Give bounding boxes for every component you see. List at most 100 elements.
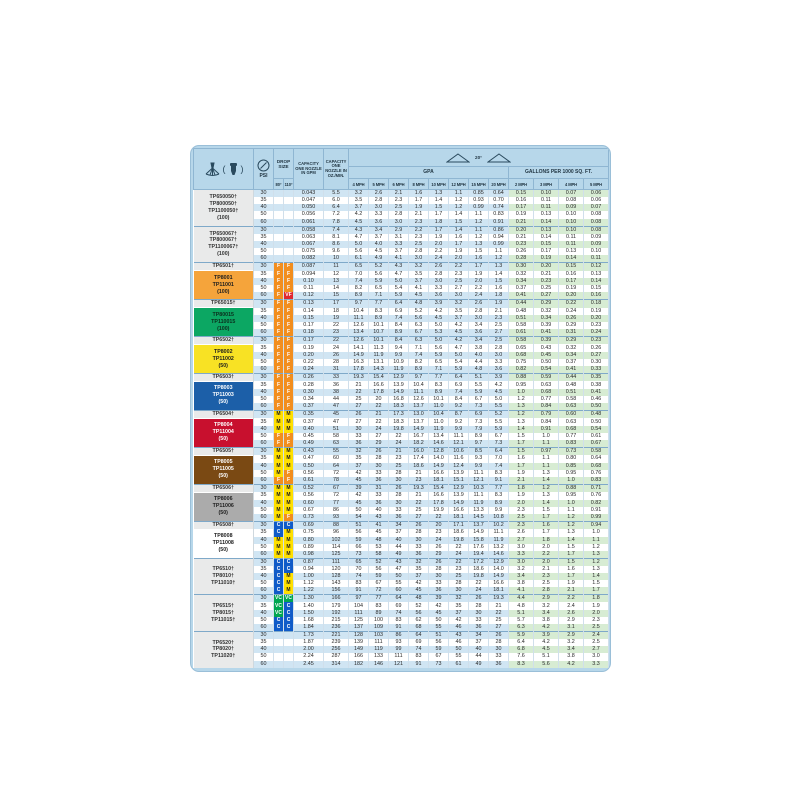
table-row: TP8004 TP11004 (50) 35 M M 0.37 47 27 22 18.3 13.7 1…: [193, 417, 610, 448]
nozzle-label-line: TP8002: [213, 348, 233, 355]
gallons-cell: 0.37: [508, 284, 534, 293]
nozzle-label: TP65015†: [193, 299, 254, 308]
gallons-cell: 4.2: [533, 639, 559, 647]
table-row: TP650050† TP800050† TP1100050† (100) 30 0.043…: [193, 189, 610, 227]
gpa-cell: 7.3: [468, 418, 489, 426]
nozzle-label-line: TP11003: [212, 392, 234, 399]
gpa-cell: 73: [428, 660, 449, 668]
gallons-cell: 0.84: [533, 418, 559, 426]
gpa-cell: 1.2: [448, 204, 469, 212]
gpa-cell: 1.5: [448, 218, 469, 227]
psi-cell: 60: [253, 624, 274, 632]
gallons-cell: 0.15: [533, 240, 559, 248]
gallons-cell: 7.6: [508, 653, 534, 661]
gpm-cell: 0.56: [293, 492, 324, 500]
gallons-cell: 0.46: [583, 395, 610, 403]
gpa-cell: 0.85: [468, 189, 489, 197]
drop-size-cell: F: [283, 329, 294, 337]
gpa-cell: 1.9: [428, 233, 449, 241]
gpa-cell: 18.1: [428, 476, 449, 485]
drop-size-cell: F: [283, 395, 294, 403]
gpm-cell: 0.087: [293, 262, 324, 271]
oz-cell: 15: [323, 292, 349, 300]
gpa-cell: 22: [448, 543, 469, 551]
table-row: 40 M M 0.80 102 59 48 40 30 24 19.8 15.8 11.9 2.7 1.8 1…: [194, 536, 610, 544]
table-row: 40 M M 0.60 77 45 36 30 22 17.8 14.9 11.9 8.9 2.0 1.4 1…: [194, 499, 610, 507]
psi-cell: 30: [253, 483, 274, 493]
gpa-cell: 2.2: [428, 247, 449, 256]
drop-size-cell: C: [283, 624, 294, 632]
gpa-cell: 3.6: [368, 218, 389, 227]
gallons-cell: 0.28: [508, 255, 534, 263]
gpm-cell: 1.84: [293, 624, 324, 632]
gallons-cell: 0.50: [583, 403, 610, 411]
oz-cell: 58: [323, 432, 349, 440]
gpm-cell: 2.00: [293, 646, 324, 654]
gpa-cell: 27: [488, 624, 509, 632]
table-row: 50 M M 0.89 114 66 53 44 33 26 22 17.6 13.2 3.0 2.0 1.5…: [194, 543, 610, 551]
gpm-cell: 0.067: [293, 240, 324, 248]
psi-cell: 50: [253, 284, 274, 293]
gpa-cell: 1.5: [428, 204, 449, 212]
gallons-cell: 0.35: [583, 373, 610, 382]
gpa-cell: 74: [348, 573, 369, 581]
gpa-cell: 58: [368, 550, 389, 559]
gpa-cell: 6.5: [368, 284, 389, 293]
nozzle-label-line: (50): [218, 510, 228, 517]
gpa-cell: 17.8: [368, 388, 389, 396]
gallons-cell: 0.10: [583, 247, 610, 256]
gpa-cell: 5.4: [388, 284, 409, 293]
nozzle-label-line: TP6515†: [212, 602, 235, 609]
drop-size-cell: F: [283, 344, 294, 352]
oz-cell: 9.6: [323, 247, 349, 256]
gallons-cell: 0.13: [533, 225, 559, 234]
gpa-cell: 46: [448, 639, 469, 647]
gpa-cell: 5.0: [448, 351, 469, 359]
gpm-cell: 1.87: [293, 639, 324, 647]
gpa-cell: 5.6: [348, 247, 369, 256]
gallons-cell: 5.1: [533, 653, 559, 661]
gpa-cell: 9.9: [488, 506, 509, 514]
gpa-cell: 36: [368, 499, 389, 507]
gpa-cell: 1.3: [428, 189, 449, 197]
drop-size-cell: M: [273, 499, 284, 507]
gpa-cell: 3.6: [428, 292, 449, 300]
drop-size-cell: [273, 204, 284, 212]
gallons-cell: 1.0: [583, 529, 610, 537]
gpa-cell: 6.7: [468, 395, 489, 403]
oz-cell: 17: [323, 299, 349, 308]
gallons-cell: 0.16: [508, 197, 534, 205]
drop-size-cell: M: [283, 499, 294, 507]
gpa-cell: 59: [348, 536, 369, 544]
gpa-cell: 83: [408, 653, 429, 661]
gallons-cell: 0.15: [508, 189, 534, 197]
gpa-cell: 22: [368, 403, 389, 411]
nozzle-label-line: TP800067†: [209, 237, 237, 244]
gpa-cell: 3.3: [368, 211, 389, 219]
gpa-cell: 12.6: [348, 336, 369, 345]
gpa-cell: 25: [448, 573, 469, 581]
drop-size-cell: F: [273, 351, 284, 359]
gpa-cell: 5.6: [368, 270, 389, 278]
capacity-oz-header: CAPACITY ONE NOZZLE IN OZ./MIN.: [323, 148, 349, 190]
gpa-cell: 2.5: [408, 240, 429, 248]
gpa-cell: 51: [428, 631, 449, 639]
gpa-cell: 6.7: [488, 432, 509, 440]
gpa-cell: 10.4: [348, 307, 369, 315]
gallons-cell: 0.45: [533, 351, 559, 359]
gpm-cell: 0.69: [293, 520, 324, 530]
gpa-cell: 28: [388, 492, 409, 500]
nozzle-label-line: TP80015: [212, 311, 235, 318]
drop-size-cell: [273, 631, 284, 639]
gallons-cell: 0.24: [583, 329, 610, 337]
gallons-cell: 0.39: [533, 321, 559, 330]
drop-size-cell: [283, 660, 294, 668]
gallons-cell: 0.68: [533, 388, 559, 396]
drop-size-cell: [273, 218, 284, 227]
drop-size-cell: [283, 255, 294, 263]
drop-size-header: DROP SIZE: [273, 148, 294, 179]
gallons-cell: 0.18: [583, 299, 610, 308]
nozzle-label-line: (100): [217, 288, 230, 295]
oz-cell: 111: [323, 557, 349, 566]
gpm-cell: 0.047: [293, 197, 324, 205]
